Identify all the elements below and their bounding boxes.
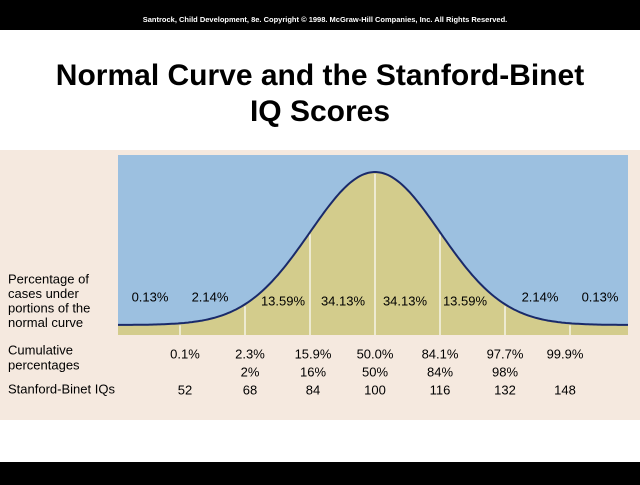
cumulative-label: 99.9%	[547, 346, 584, 361]
cumulative-rounded-label: 84%	[427, 364, 453, 379]
percentage-label: 0.13%	[582, 289, 619, 304]
iq-label: 132	[494, 382, 516, 397]
cumulative-rounded-label: 2%	[241, 364, 260, 379]
iq-label: 100	[364, 382, 386, 397]
percentage-label: 34.13%	[321, 293, 366, 308]
cumulative-rounded-label: 16%	[300, 364, 326, 379]
percentage-label: 34.13%	[383, 293, 428, 308]
row-label: portions of the	[8, 300, 90, 315]
title-line: IQ Scores	[250, 95, 390, 128]
row-label: percentages	[8, 357, 80, 372]
percentage-label: 13.59%	[443, 293, 488, 308]
percentage-label: 0.13%	[132, 289, 169, 304]
row-label: normal curve	[8, 315, 83, 330]
cumulative-label: 2.3%	[235, 346, 265, 361]
cumulative-label: 97.7%	[487, 346, 524, 361]
iq-label: 68	[243, 382, 257, 397]
curve-fill	[118, 172, 628, 335]
curve-line	[118, 171, 628, 326]
iq-label: 84	[306, 382, 320, 397]
iq-label: 148	[554, 382, 576, 397]
row-label: Stanford-Binet IQs	[8, 381, 115, 396]
row-label: Cumulative	[8, 342, 73, 357]
percentage-label: 13.59%	[261, 293, 306, 308]
cumulative-label: 15.9%	[295, 346, 332, 361]
title-line: Normal Curve and the Stanford-Binet	[56, 59, 584, 92]
curve-group	[118, 171, 628, 335]
cumulative-label: 84.1%	[422, 346, 459, 361]
copyright: Santrock, Child Development, 8e. Copyrig…	[143, 15, 508, 24]
percentage-label: 2.14%	[192, 289, 229, 304]
iq-label: 52	[178, 382, 192, 397]
row-label: Percentage of	[8, 271, 89, 286]
row-label: cases under	[8, 286, 79, 301]
percentage-label: 2.14%	[522, 289, 559, 304]
cumulative-label: 0.1%	[170, 346, 200, 361]
cumulative-rounded-label: 98%	[492, 364, 518, 379]
iq-label: 116	[430, 382, 451, 397]
cumulative-label: 50.0%	[357, 346, 394, 361]
cumulative-rounded-label: 50%	[362, 364, 388, 379]
